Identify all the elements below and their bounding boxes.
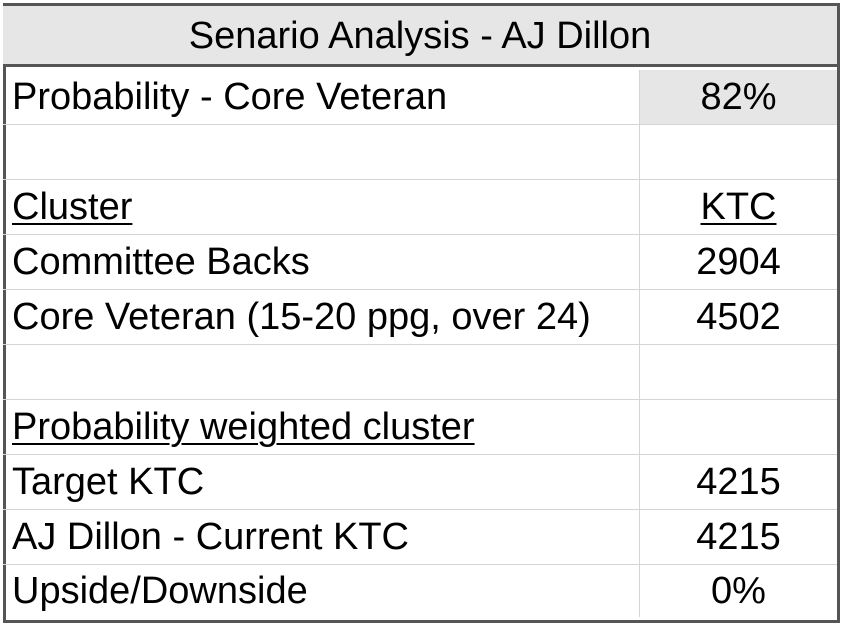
cluster-header-cell[interactable]: Cluster xyxy=(3,180,639,234)
table-frame xyxy=(3,3,840,623)
empty-label-cell[interactable] xyxy=(3,125,639,179)
current-ktc-label-cell[interactable]: AJ Dillon - Current KTC xyxy=(12,516,409,558)
row-probability-weighted-header[interactable]: Probability weighted cluster xyxy=(3,400,837,455)
empty-row-1[interactable] xyxy=(3,125,837,180)
weighted-cluster-header-text: Probability weighted cluster xyxy=(12,406,475,448)
ktc-header-cell[interactable]: KTC xyxy=(639,180,837,234)
upside-downside-value-cell[interactable]: 0% xyxy=(639,565,837,617)
committee-backs-label-cell[interactable]: Committee Backs xyxy=(12,241,310,283)
upside-downside-label-cell[interactable]: Upside/Downside xyxy=(12,570,308,612)
core-veteran-label-cell[interactable]: Core Veteran (15-20 ppg, over 24) xyxy=(12,296,591,338)
empty-value-cell[interactable] xyxy=(639,345,837,399)
core-veteran-value-cell[interactable]: 4502 xyxy=(639,290,837,344)
target-ktc-label-cell[interactable]: Target KTC xyxy=(12,461,205,503)
target-ktc-value-cell[interactable]: 4215 xyxy=(639,455,837,509)
committee-backs-value-cell[interactable]: 2904 xyxy=(639,235,837,289)
table-title: Senario Analysis - AJ Dillon xyxy=(188,15,652,57)
row-upside-downside[interactable]: Upside/Downside 0% xyxy=(3,565,837,617)
empty-value-cell[interactable] xyxy=(639,125,837,179)
row-current-ktc[interactable]: AJ Dillon - Current KTC 4215 xyxy=(3,510,837,565)
cluster-header-text: Cluster xyxy=(12,186,133,228)
row-target-ktc[interactable]: Target KTC 4215 xyxy=(3,455,837,510)
weighted-cluster-value-cell[interactable] xyxy=(639,400,837,454)
probability-label-cell[interactable]: Probability - Core Veteran xyxy=(12,76,448,118)
row-probability-core-veteran[interactable]: Probability - Core Veteran 82% xyxy=(3,70,837,125)
empty-row-2[interactable] xyxy=(3,345,837,400)
row-core-veteran[interactable]: Core Veteran (15-20 ppg, over 24) 4502 xyxy=(3,290,837,345)
current-ktc-value-cell[interactable]: 4215 xyxy=(639,510,837,564)
weighted-cluster-header-cell[interactable]: Probability weighted cluster xyxy=(3,400,639,454)
probability-value-cell[interactable]: 82% xyxy=(639,70,837,124)
empty-label-cell[interactable] xyxy=(3,345,639,399)
ktc-header-text: KTC xyxy=(700,186,777,228)
title-row[interactable]: Senario Analysis - AJ Dillon xyxy=(3,6,837,67)
row-committee-backs[interactable]: Committee Backs 2904 xyxy=(3,235,837,290)
row-cluster-header[interactable]: Cluster KTC xyxy=(3,180,837,235)
